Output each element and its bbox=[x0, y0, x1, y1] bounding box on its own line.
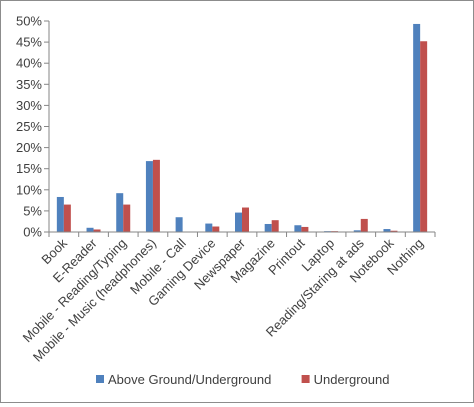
y-tick-label: 35% bbox=[16, 77, 42, 92]
legend-label: Underground bbox=[314, 372, 390, 387]
bar-underground bbox=[420, 41, 428, 233]
y-tick-label: 45% bbox=[16, 35, 42, 50]
y-tick-label: 25% bbox=[16, 119, 42, 134]
bar-above-ground-underground bbox=[264, 223, 272, 232]
y-tick-label: 30% bbox=[16, 98, 42, 113]
y-tick-label: 40% bbox=[16, 56, 42, 71]
bar-underground bbox=[360, 218, 368, 232]
bar-underground bbox=[242, 207, 249, 232]
bar-underground bbox=[271, 220, 279, 232]
y-tick-label: 50% bbox=[16, 14, 42, 29]
y-tick-label: 5% bbox=[23, 203, 42, 218]
bar-above-ground-underground bbox=[383, 229, 391, 232]
bar-above-ground-underground bbox=[353, 230, 361, 232]
bar-underground bbox=[301, 226, 309, 232]
bar-above-ground-underground bbox=[56, 196, 64, 232]
bar-above-ground-underground bbox=[294, 225, 302, 232]
bar-above-ground-underground bbox=[86, 227, 94, 232]
bar-underground bbox=[212, 226, 220, 232]
bar-above-ground-underground bbox=[116, 193, 124, 232]
bar-above-ground-underground bbox=[175, 217, 183, 232]
bar-underground bbox=[390, 230, 398, 232]
bar-underground bbox=[123, 204, 131, 232]
legend-swatch bbox=[96, 375, 104, 383]
y-tick-label: 0% bbox=[23, 225, 42, 240]
bar-above-ground-underground bbox=[413, 23, 421, 233]
y-tick-label: 10% bbox=[16, 182, 42, 197]
legend-label: Above Ground/Underground bbox=[108, 372, 271, 387]
bar-above-ground-underground bbox=[235, 212, 242, 232]
bar-underground bbox=[63, 204, 71, 232]
bar-above-ground-underground bbox=[145, 161, 153, 232]
bars bbox=[56, 23, 428, 233]
bar-underground bbox=[93, 229, 101, 232]
legend: Above Ground/Underground Underground bbox=[96, 372, 389, 387]
y-tick-label: 15% bbox=[16, 161, 42, 176]
y-tick-label: 20% bbox=[16, 140, 42, 155]
legend-swatch bbox=[301, 375, 310, 383]
y-axis: 0% 5% 10% 15% 20% 25% 30% 35% 40% 45% 50% bbox=[16, 14, 50, 240]
bar-underground bbox=[152, 159, 160, 232]
bar-above-ground-underground bbox=[205, 223, 213, 232]
